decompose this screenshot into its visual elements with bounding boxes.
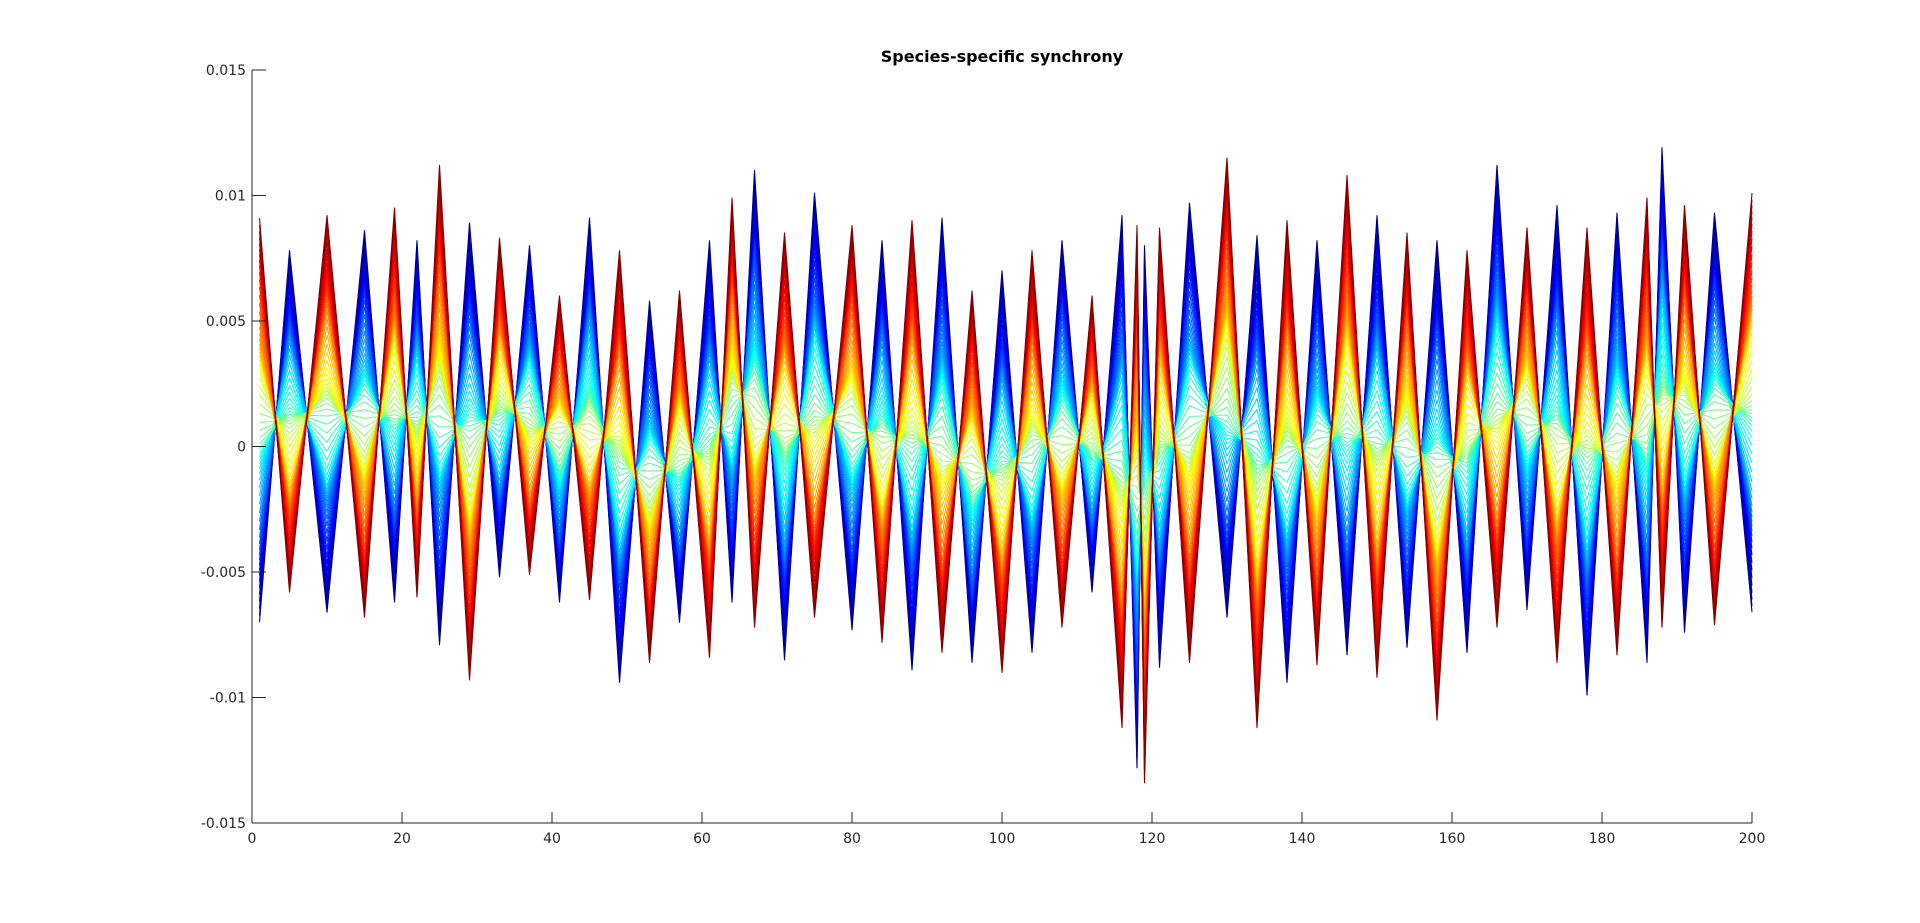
- y-tick-label: -0.015: [201, 816, 246, 832]
- x-tick-label: 80: [843, 831, 861, 847]
- y-tick-label: 0.005: [206, 314, 246, 330]
- series-line: [258, 341, 1753, 563]
- series-line: [259, 378, 1753, 512]
- x-tick-label: 180: [1589, 831, 1616, 847]
- x-tick-label: 40: [543, 831, 561, 847]
- y-tick-label: 0.015: [206, 63, 246, 79]
- series-line: [259, 371, 1753, 525]
- chart-title: Species-specific synchrony: [881, 47, 1124, 66]
- y-tick-label: 0: [237, 440, 246, 456]
- series-line: [259, 365, 1753, 536]
- x-tick-label: 100: [989, 831, 1016, 847]
- series-line: [258, 295, 1753, 627]
- x-tick-label: 20: [393, 831, 411, 847]
- y-tick-label: -0.01: [210, 691, 246, 707]
- series-line: [259, 387, 1753, 509]
- x-tick-label: 60: [693, 831, 711, 847]
- series-line: [259, 360, 1753, 547]
- series-layer: [258, 147, 1753, 784]
- x-tick-label: 0: [248, 831, 257, 847]
- series-line: [259, 351, 1753, 556]
- series-line: [258, 306, 1753, 616]
- series-line: [259, 385, 1753, 500]
- x-tick-label: 140: [1289, 831, 1316, 847]
- series-line: [258, 157, 1753, 784]
- y-tick-label: -0.005: [201, 565, 246, 581]
- x-tick-label: 160: [1439, 831, 1466, 847]
- y-tick-label: 0.01: [215, 189, 246, 205]
- series-line: [258, 301, 1753, 622]
- x-tick-label: 200: [1739, 831, 1766, 847]
- ticks: 0 20 40 60 80 100 120 140 160 180 200 -0.015 -0.01 -0…: [201, 63, 1766, 847]
- x-tick-label: 120: [1139, 831, 1166, 847]
- series-line: [258, 332, 1753, 569]
